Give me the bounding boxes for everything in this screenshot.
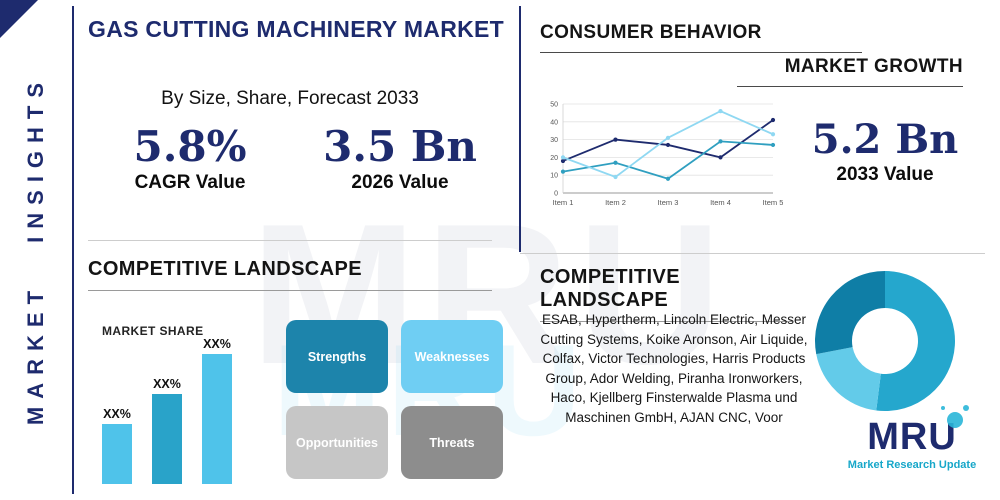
bar <box>202 354 232 484</box>
logo-tagline: Market Research Update <box>847 459 977 471</box>
corner-triangle-decoration <box>0 0 38 38</box>
swot-weaknesses-cell: Weaknesses <box>401 320 503 393</box>
swot-strengths-cell: Strengths <box>286 320 388 393</box>
page-title: GAS CUTTING MACHINERY MARKET <box>88 16 505 42</box>
middle-vertical-divider <box>519 6 521 252</box>
logo-splash-dot-icon <box>962 405 969 411</box>
vertical-market-insights-label: MARKET INSIGHTS <box>23 74 48 426</box>
market-growth-heading: MARKET GROWTH <box>737 56 963 87</box>
competitive-landscape-right-heading: COMPETITIVE LANDSCAPE <box>540 266 792 322</box>
bar-item: XX% <box>102 407 132 484</box>
cagr-label: CAGR Value <box>134 172 246 194</box>
bar-item: XX% <box>202 337 232 484</box>
svg-text:Item 1: Item 1 <box>553 198 574 207</box>
svg-text:Item 3: Item 3 <box>658 198 679 207</box>
mru-logo: MRU Market Research Update <box>836 405 988 471</box>
value-2033-stat: 5.2 Bn 2033 Value <box>795 118 975 186</box>
left-vertical-divider <box>72 6 74 494</box>
svg-text:0: 0 <box>554 191 558 198</box>
value-2026-value: 3.5 Bn <box>323 122 477 171</box>
logo-splash-icon <box>946 412 963 428</box>
swot-opportunities-cell: Opportunities <box>286 406 388 479</box>
consumer-behavior-heading: CONSUMER BEHAVIOR <box>540 22 862 53</box>
market-share-bar-chart: XX% XX% XX% <box>102 334 232 484</box>
page-subtitle: By Size, Share, Forecast 2033 <box>161 88 419 109</box>
swot-threats-cell: Threats <box>401 406 503 479</box>
svg-text:30: 30 <box>550 137 558 144</box>
value-2033-value: 5.2 Bn <box>811 116 959 163</box>
market-share-label: MARKET SHARE <box>102 324 204 338</box>
svg-text:20: 20 <box>550 155 558 162</box>
swot-grid: Strengths Weaknesses Opportunities Threa… <box>286 320 503 479</box>
bar-value-label: XX% <box>103 407 131 421</box>
svg-text:Item 5: Item 5 <box>763 198 783 207</box>
bar <box>102 424 132 484</box>
competitive-landscape-left-heading: COMPETITIVE LANDSCAPE <box>88 258 492 291</box>
logo-letters: MRU <box>867 416 957 458</box>
bar-item: XX% <box>152 377 182 484</box>
cagr-stat: 5.8% CAGR Value <box>100 122 280 194</box>
competitor-donut-chart <box>815 271 955 411</box>
svg-text:50: 50 <box>550 102 558 109</box>
svg-text:Item 4: Item 4 <box>710 198 731 207</box>
value-2026-stat: 3.5 Bn 2026 Value <box>310 122 490 194</box>
market-growth-line-chart: 0 10 20 30 40 50 Item 1 Item 2 Item 3 Item 4 Item … <box>550 102 783 208</box>
svg-text:Item 2: Item 2 <box>605 198 626 207</box>
svg-text:10: 10 <box>550 173 558 180</box>
value-2026-label: 2026 Value <box>351 172 449 194</box>
cagr-value: 5.8% <box>133 122 247 171</box>
mru-logo-text: MRU <box>867 405 969 458</box>
logo-splash-dot-icon <box>940 406 945 410</box>
bar-value-label: XX% <box>153 377 181 391</box>
left-horizontal-divider <box>88 240 492 241</box>
value-2033-label: 2033 Value <box>836 164 934 185</box>
bar-value-label: XX% <box>203 337 231 351</box>
bar <box>152 394 182 484</box>
svg-text:40: 40 <box>550 119 558 126</box>
right-horizontal-divider <box>520 253 985 254</box>
competitor-companies-text: ESAB, Hypertherm, Lincoln Electric, Mess… <box>540 312 808 425</box>
